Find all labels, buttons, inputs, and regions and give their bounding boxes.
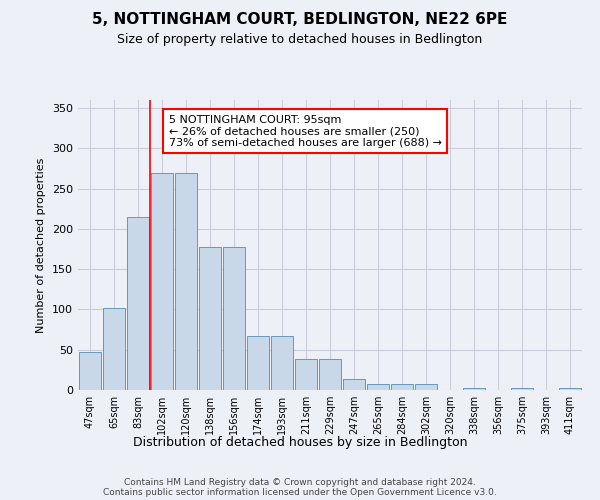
Bar xyxy=(319,358,341,390)
Bar xyxy=(151,172,173,390)
Bar xyxy=(559,388,581,390)
Text: Size of property relative to detached houses in Bedlington: Size of property relative to detached ho… xyxy=(118,32,482,46)
Bar xyxy=(343,378,365,390)
Bar xyxy=(223,246,245,390)
Text: Contains HM Land Registry data © Crown copyright and database right 2024.: Contains HM Land Registry data © Crown c… xyxy=(124,478,476,487)
Text: Distribution of detached houses by size in Bedlington: Distribution of detached houses by size … xyxy=(133,436,467,449)
Bar xyxy=(367,384,389,390)
Bar xyxy=(391,384,413,390)
Bar xyxy=(175,172,197,390)
Bar xyxy=(271,336,293,390)
Bar xyxy=(199,246,221,390)
Bar xyxy=(295,358,317,390)
Text: 5 NOTTINGHAM COURT: 95sqm
← 26% of detached houses are smaller (250)
73% of semi: 5 NOTTINGHAM COURT: 95sqm ← 26% of detac… xyxy=(169,114,442,148)
Bar xyxy=(127,217,149,390)
Bar xyxy=(415,384,437,390)
Text: Contains public sector information licensed under the Open Government Licence v3: Contains public sector information licen… xyxy=(103,488,497,497)
Y-axis label: Number of detached properties: Number of detached properties xyxy=(37,158,46,332)
Bar xyxy=(511,388,533,390)
Bar xyxy=(247,336,269,390)
Bar xyxy=(103,308,125,390)
Text: 5, NOTTINGHAM COURT, BEDLINGTON, NE22 6PE: 5, NOTTINGHAM COURT, BEDLINGTON, NE22 6P… xyxy=(92,12,508,28)
Bar xyxy=(463,388,485,390)
Bar xyxy=(79,352,101,390)
